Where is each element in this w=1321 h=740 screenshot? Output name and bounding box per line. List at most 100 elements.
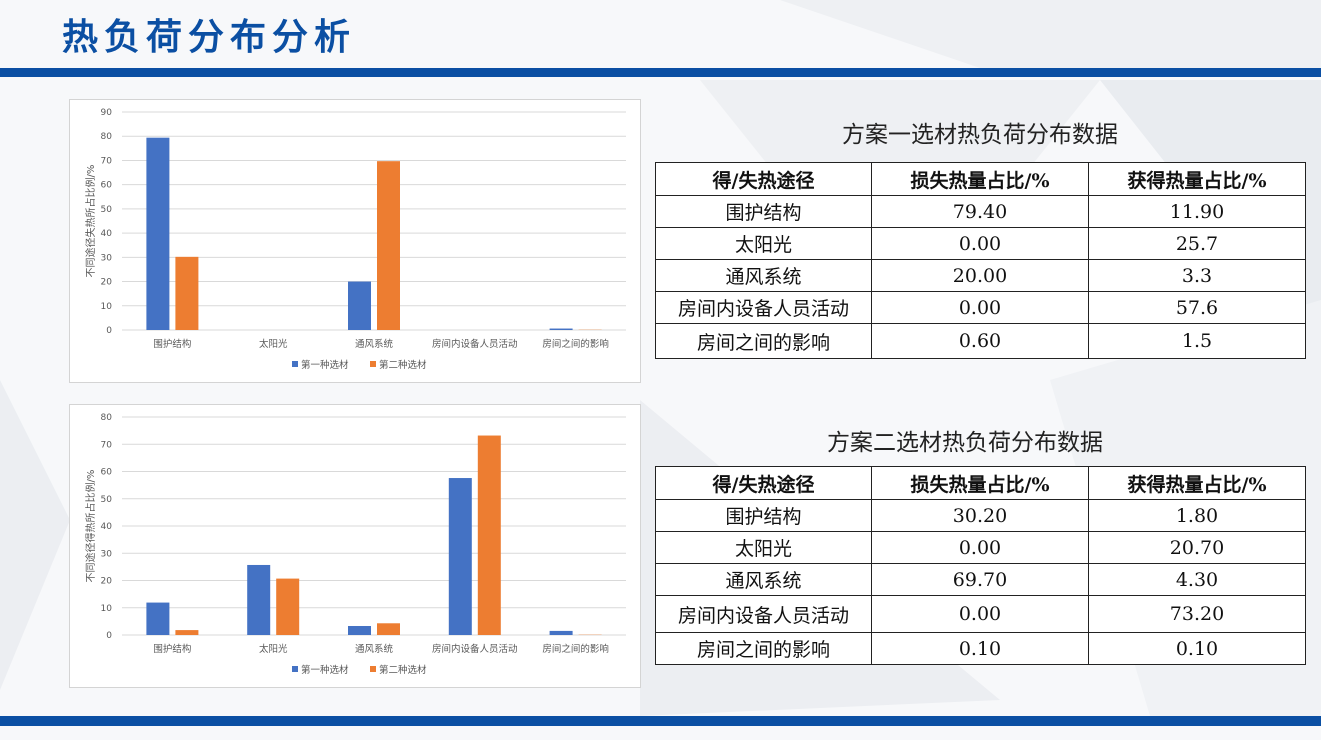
table-header-row: 得/失热途径 损失热量占比/% 获得热量占比/% [655,162,1306,196]
table-row: 房间内设备人员活动 0.00 57.6 [655,291,1306,324]
table-header-row: 得/失热途径 损失热量占比/% 获得热量占比/% [655,466,1306,500]
table-row: 围护结构 79.40 11.90 [655,195,1306,228]
table-cell: 房间之间的影响 [655,323,872,359]
y-tick-label: 30 [101,549,113,559]
y-tick-label: 40 [101,229,113,239]
table-cell: 73.20 [1088,595,1306,633]
table-cell: 1.5 [1088,323,1306,359]
y-tick-label: 50 [101,495,113,505]
table-cell: 房间之间的影响 [655,632,872,665]
table-cell: 79.40 [871,195,1089,228]
y-axis-label: 不同途径失热所占比例/% [84,165,97,278]
legend-swatch [292,361,298,367]
table-cell: 围护结构 [655,499,872,532]
table-row: 太阳光 0.00 25.7 [655,227,1306,260]
table-cell: 69.70 [871,563,1089,596]
heat-gain-chart: 0 10 20 30 40 50 60 70 80 不同途径得热所占比例/% 围护结构 太阳光 通风系统… [69,404,641,688]
y-tick-label: 0 [106,631,112,641]
table-cell: 0.10 [871,632,1089,665]
table2: 得/失热途径 损失热量占比/% 获得热量占比/% 围护结构 30.20 1.80… [655,466,1306,665]
legend-label: 第二种选材 [379,359,427,371]
column-header: 获得热量占比/% [1088,162,1306,196]
table-cell: 1.80 [1088,499,1306,532]
y-tick-label: 20 [101,278,113,288]
footer-divider [0,716,1321,726]
y-tick-label: 20 [101,577,113,587]
table-cell: 25.7 [1088,227,1306,260]
table-cell: 57.6 [1088,291,1306,324]
table-cell: 20.70 [1088,531,1306,564]
table-cell: 围护结构 [655,195,872,228]
column-header: 得/失热途径 [655,162,872,196]
legend-swatch [370,361,376,367]
y-tick-label: 60 [101,181,113,191]
legend-label: 第一种选材 [301,359,349,371]
bar [549,630,573,635]
table-cell: 0.00 [871,595,1089,633]
heat-gain-chart-svg: 0 10 20 30 40 50 60 70 80 不同途径得热所占比例/% 围护结构 太阳光 通风系统… [84,413,626,676]
table-cell: 通风系统 [655,259,872,292]
y-tick-label: 40 [101,522,113,532]
bar [377,623,400,635]
table2-caption: 方案二选材热负荷分布数据 [827,430,1103,456]
table-cell: 太阳光 [655,531,872,564]
x-tick-label: 房间之间的影响 [542,338,609,350]
table-cell: 0.10 [1088,632,1306,665]
bar [549,328,573,330]
bar [348,626,371,635]
table-cell: 太阳光 [655,227,872,260]
y-tick-label: 50 [101,205,113,215]
table-cell: 20.00 [871,259,1089,292]
y-tick-label: 30 [101,253,113,263]
bar [247,564,271,635]
column-header: 获得热量占比/% [1088,466,1306,500]
legend-swatch [292,666,298,672]
table-cell: 房间内设备人员活动 [655,595,872,633]
legend-label: 第二种选材 [379,664,427,676]
bar [477,435,501,635]
table-cell: 0.00 [871,531,1089,564]
heat-loss-chart-svg: 0 10 20 30 40 50 60 70 80 90 不同途径失热所占比例/% 围护结构 太阳光 通风… [84,108,626,371]
table-cell: 0.60 [871,323,1089,359]
table-row: 房间内设备人员活动 0.00 73.20 [655,595,1306,633]
table-cell: 通风系统 [655,563,872,596]
y-tick-label: 0 [106,326,112,336]
bar [448,478,472,635]
table-row: 通风系统 69.70 4.30 [655,563,1306,596]
x-tick-label: 通风系统 [355,338,394,350]
table-cell: 30.20 [871,499,1089,532]
table-row: 通风系统 20.00 3.3 [655,259,1306,292]
legend-swatch [370,666,376,672]
column-header: 得/失热途径 [655,466,872,500]
y-tick-label: 10 [101,302,113,312]
bar [348,281,371,330]
y-axis-label: 不同途径得热所占比例/% [84,470,97,583]
legend-label: 第一种选材 [301,664,349,676]
y-tick-label: 80 [101,132,113,142]
x-tick-label: 房间内设备人员活动 [432,338,518,350]
table-cell: 4.30 [1088,563,1306,596]
bar [175,256,199,330]
column-header: 损失热量占比/% [871,162,1089,196]
x-tick-label: 太阳光 [259,338,288,350]
bar [175,630,199,635]
header-divider [0,68,1321,77]
y-tick-label: 70 [101,156,113,166]
table-cell: 0.00 [871,291,1089,324]
y-tick-label: 60 [101,468,113,478]
table-cell: 11.90 [1088,195,1306,228]
bar [276,578,300,635]
bar [146,137,170,330]
y-tick-label: 70 [101,440,113,450]
bar [146,602,170,635]
table-row: 房间之间的影响 0.60 1.5 [655,323,1306,359]
table-row: 围护结构 30.20 1.80 [655,499,1306,532]
table1-caption: 方案一选材热负荷分布数据 [842,122,1118,148]
y-tick-label: 90 [101,108,113,118]
table-row: 房间之间的影响 0.10 0.10 [655,632,1306,665]
x-tick-label: 围护结构 [153,338,191,350]
table-cell: 3.3 [1088,259,1306,292]
x-tick-label: 通风系统 [355,643,394,655]
x-tick-label: 房间内设备人员活动 [432,643,518,655]
page-title: 热负荷分布分析 [62,17,357,58]
